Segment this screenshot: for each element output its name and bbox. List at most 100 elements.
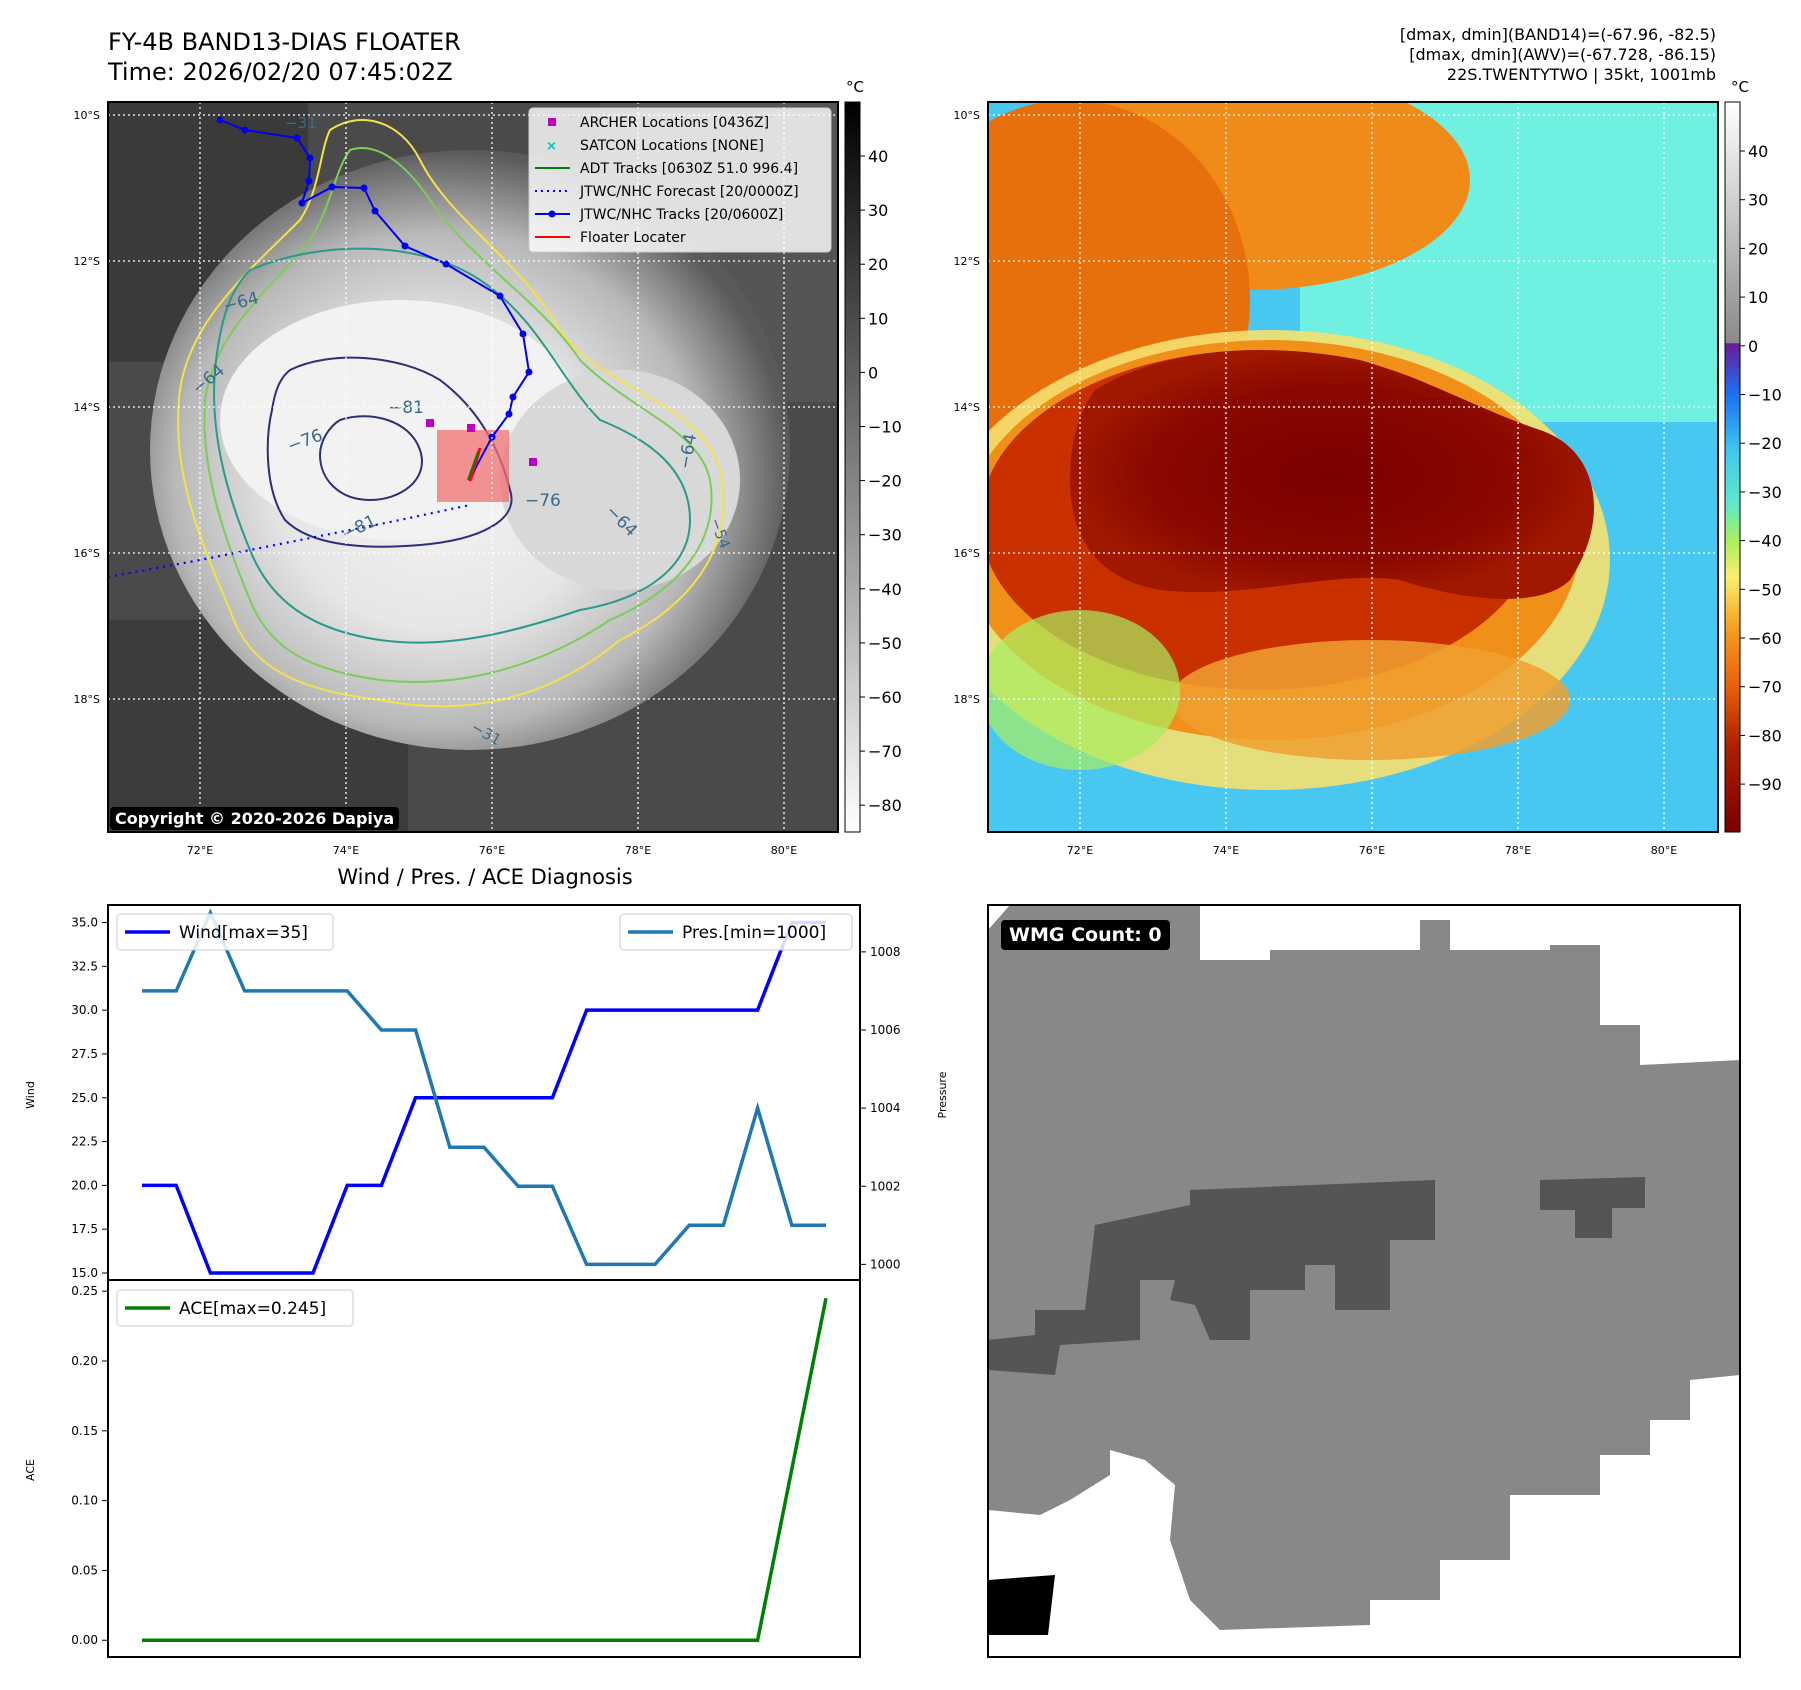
ytick-label: 0.05	[71, 1563, 98, 1577]
wind-line	[142, 920, 826, 1275]
info-line-band14: [dmax, dmin](BAND14)=(-67.96, -82.5)	[1400, 25, 1716, 44]
wind-ylabel: Wind	[24, 1081, 37, 1109]
ytick-label: 30.0	[71, 1003, 98, 1017]
ytick-label: 0.20	[71, 1354, 98, 1368]
contour-label: −76	[525, 491, 561, 511]
colorbar-tick-label: −40	[1748, 532, 1782, 551]
lon-tick-label: 76°E	[1359, 844, 1385, 857]
colorbar-tick-label: −40	[868, 580, 902, 599]
colorbar-tick-label: −80	[1748, 726, 1782, 745]
lat-tick-label: 10°S	[74, 109, 100, 122]
ir-legend: ARCHER Locations [0436Z] × SATCON Locati…	[528, 107, 832, 253]
legend-tracks: JTWC/NHC Tracks [20/0600Z]	[579, 207, 783, 223]
wv-colorbar	[1724, 101, 1741, 833]
contour-label: −81	[388, 398, 424, 418]
lon-tick-label: 78°E	[1505, 844, 1531, 857]
track-point	[519, 330, 527, 338]
ir-lat-labels: 10°S 12°S 14°S 16°S 18°S	[74, 109, 100, 706]
info-line-awv: [dmax, dmin](AWV)=(-67.728, -86.15)	[1409, 45, 1716, 64]
legend-forecast: JTWC/NHC Forecast [20/0000Z]	[579, 184, 799, 200]
ytick-label: 1006	[870, 1023, 901, 1037]
contour-label: −31	[285, 114, 317, 132]
diagnosis-panel: Wind / Pres. / ACE Diagnosis 35.0 32.5 30.…	[24, 865, 949, 1658]
legend-adt: ADT Tracks [0630Z 51.0 996.4]	[580, 161, 798, 177]
ir-colorbar	[844, 101, 861, 833]
ytick-label: 35.0	[71, 916, 98, 930]
lon-tick-label: 80°E	[1651, 844, 1677, 857]
colorbar-tick-label: −50	[1748, 580, 1782, 599]
track-point	[401, 242, 409, 250]
wind-legend: Wind[max=35]	[116, 913, 334, 951]
jtwc-track-points	[216, 116, 533, 441]
ytick-label: 0.00	[71, 1633, 98, 1647]
ytick-label: 25.0	[71, 1091, 98, 1105]
legend-floater: Floater Locater	[580, 230, 686, 246]
ytick-label: 0.10	[71, 1494, 98, 1508]
ytick-label: 15.0	[71, 1266, 98, 1280]
wv-gridlines	[988, 102, 1718, 832]
lon-tick-label: 74°E	[333, 844, 359, 857]
track-point	[305, 177, 313, 185]
colorbar-tick-label: −10	[868, 418, 902, 437]
figure-title: FY-4B BAND13-DIAS FLOATER	[108, 28, 461, 56]
contour-navy-inner	[318, 415, 423, 502]
ytick-label: 0.15	[71, 1424, 98, 1438]
track-point	[216, 116, 224, 124]
colorbar-tick-label: −20	[868, 472, 902, 491]
colorbar-tick-label: 10	[868, 309, 888, 328]
track-point	[241, 126, 249, 134]
colorbar-tick-label: 20	[868, 255, 888, 274]
ace-legend-label: ACE[max=0.245]	[179, 1299, 326, 1319]
colorbar-tick-label: −30	[868, 526, 902, 545]
wmg-panel	[987, 904, 1741, 1658]
lat-tick-label: 14°S	[74, 401, 100, 414]
colorbar-tick-label: −80	[868, 796, 902, 815]
wmg-count-badge: WMG Count: 0	[1001, 920, 1170, 950]
wv-colorbar-ticks: 40 30 20 10 0 −10 −20 −30 −40 −50 −60 −70 −80 −90	[1740, 142, 1782, 794]
diagnosis-title: Wind / Pres. / ACE Diagnosis	[337, 865, 632, 889]
wind-series	[142, 920, 826, 1275]
track-point	[293, 134, 301, 142]
colorbar-tick-label: 30	[1748, 191, 1768, 210]
figure-time: Time: 2026/02/20 07:45:02Z	[107, 58, 453, 86]
track-point	[442, 260, 450, 268]
colorbar-tick-label: −30	[1748, 483, 1782, 502]
ir-map-panel: −31 −64 −64 −81 −76 −81 −76 −64 −64 −31 …	[74, 78, 902, 857]
legend-archer: ARCHER Locations [0436Z]	[580, 115, 769, 131]
contour-teal	[213, 247, 692, 644]
copyright-badge: Copyright © 2020-2026 Dapiya	[110, 807, 400, 830]
x-marker-icon: ×	[546, 139, 557, 154]
ytick-label: 32.5	[71, 959, 98, 973]
ytick-label: 20.0	[71, 1178, 98, 1192]
pres-legend: Pres.[min=1000]	[619, 913, 853, 951]
track-point	[360, 184, 368, 192]
wmg-dark-region	[988, 1180, 1435, 1375]
ir-lon-labels: 72°E 74°E 76°E 78°E 80°E	[187, 844, 797, 857]
ir-colorbar-ticks: 40 30 20 10 0 −10 −20 −30 −40 −50 −60 −70 −80	[860, 147, 902, 815]
ir-colorbar-unit: °C	[846, 78, 864, 96]
legend-box	[619, 913, 853, 951]
pressure-line	[142, 908, 826, 1267]
lat-tick-label: 14°S	[954, 401, 980, 414]
legend-box	[116, 1289, 354, 1327]
ace-ylabel: ACE	[24, 1459, 37, 1481]
wv-cold-core	[1070, 350, 1594, 599]
wind-legend-label: Wind[max=35]	[179, 923, 308, 943]
colorbar-tick-label: 10	[1748, 288, 1768, 307]
wmg-frame	[987, 904, 1741, 1658]
track-point	[328, 183, 336, 191]
ytick-label: 17.5	[71, 1222, 98, 1236]
contour-lightgreen	[203, 147, 713, 683]
wv-map-panel: 10°S 12°S 14°S 16°S 18°S 72°E 74°E 76°E 78°E 80°…	[954, 78, 1782, 857]
ytick-label: 1004	[870, 1101, 901, 1115]
lon-tick-label: 74°E	[1213, 844, 1239, 857]
ace-axes	[107, 1279, 861, 1658]
lat-tick-label: 12°S	[954, 255, 980, 268]
track-point	[371, 207, 379, 215]
wv-map-frame	[987, 101, 1719, 833]
archer-marker	[529, 458, 537, 466]
track-point	[496, 292, 504, 300]
track-point	[509, 393, 517, 401]
colorbar-tick-label: 40	[1748, 142, 1768, 161]
track-point	[525, 368, 533, 376]
